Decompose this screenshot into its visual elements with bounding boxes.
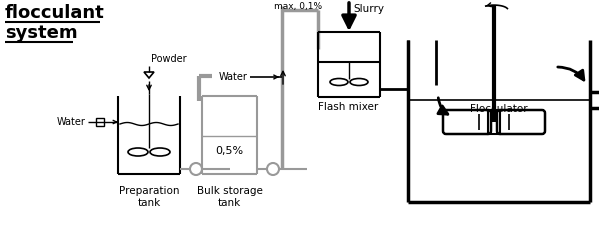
Text: flocculant: flocculant xyxy=(5,4,105,22)
Bar xyxy=(488,110,500,134)
Text: Water: Water xyxy=(219,72,248,82)
Text: Bulk storage
tank: Bulk storage tank xyxy=(196,186,262,208)
Text: Powder: Powder xyxy=(151,54,187,64)
Text: Flocculator: Flocculator xyxy=(470,104,528,114)
Text: Slurry: Slurry xyxy=(353,4,384,14)
Text: 0,5%: 0,5% xyxy=(216,146,244,156)
Text: max, 0,1%: max, 0,1% xyxy=(274,2,322,11)
Text: Water: Water xyxy=(57,117,86,127)
Text: Preparation
tank: Preparation tank xyxy=(119,186,179,208)
Text: system: system xyxy=(5,24,78,42)
Bar xyxy=(96,118,104,126)
Text: Flash mixer: Flash mixer xyxy=(318,102,378,112)
